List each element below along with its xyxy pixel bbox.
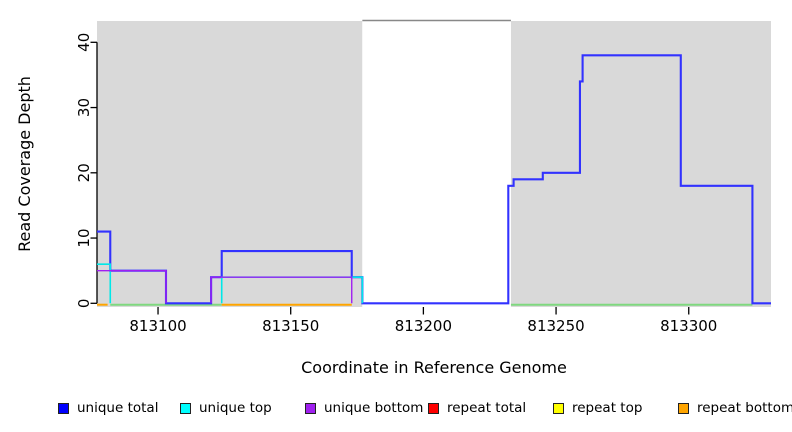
legend-item-repeat-total: repeat total [428, 398, 526, 418]
x-tick-label: 813300 [660, 317, 717, 335]
legend-swatch-icon [58, 402, 69, 414]
legend-label: repeat total [447, 400, 527, 416]
shaded-regions-layer [97, 19, 771, 307]
legend-label: unique total [77, 400, 159, 416]
background-region [97, 21, 363, 307]
y-tick-label: 20 [75, 163, 93, 182]
legend-swatch-icon [305, 402, 316, 414]
legend-label: unique bottom [324, 400, 424, 416]
series-layer [97, 54, 771, 306]
legend-label: repeat top [572, 400, 643, 416]
y-tick-label: 10 [75, 229, 93, 248]
y-tick-label: 40 [75, 33, 93, 52]
legend-swatch-icon [180, 402, 191, 414]
background-region [362, 21, 511, 307]
x-axis-title: Coordinate in Reference Genome [301, 358, 567, 377]
x-tick-label: 813100 [129, 317, 186, 335]
background-region [510, 21, 771, 307]
y-axis-title: Read Coverage Depth [15, 76, 34, 252]
x-tick-label: 813250 [527, 317, 584, 335]
series-line-unique-bottom [97, 269, 353, 304]
legend-item-unique-top: unique top [180, 398, 272, 418]
legend-item-unique-bottom: unique bottom [305, 398, 423, 418]
legend-label: repeat bottom [697, 400, 792, 416]
x-tick-label: 813200 [395, 317, 452, 335]
y-tick-label: 30 [75, 98, 93, 117]
y-tick-label: 0 [75, 299, 93, 309]
x-tick-label: 813150 [262, 317, 319, 335]
legend: unique total unique top unique bottom repea… [0, 398, 792, 422]
legend-item-repeat-top: repeat top [553, 398, 642, 418]
axes-layer: 0 10 20 30 40 813100 813150 813200 813250 813300 [75, 33, 717, 335]
legend-swatch-icon [428, 402, 439, 414]
legend-swatch-icon [678, 402, 689, 414]
legend-label: unique top [199, 400, 272, 416]
legend-swatch-icon [553, 402, 564, 414]
legend-item-repeat-bottom: repeat bottom [678, 398, 792, 418]
series-line-unique-total [97, 54, 771, 305]
legend-item-unique-total: unique total [58, 398, 158, 418]
